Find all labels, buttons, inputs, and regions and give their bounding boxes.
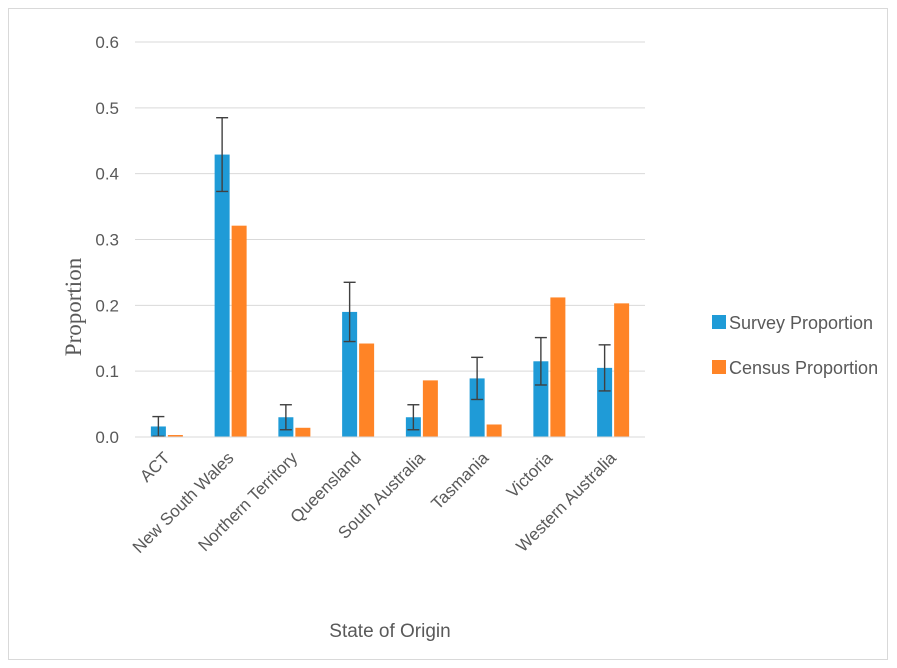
bar-census-5: [486, 424, 502, 437]
bar-survey-1: [214, 154, 230, 437]
bar-survey-7: [597, 367, 613, 437]
y-tick-label: 0.4: [95, 165, 119, 184]
chart-frame: 0.0 0.1 0.2 0.3 0.4 0.5 0.6 ACT New South Wales…: [8, 8, 888, 660]
legend-label-survey: Survey Proportion: [729, 313, 873, 333]
legend-label-census: Census Proportion: [729, 358, 878, 378]
error-bars: [152, 117, 611, 438]
legend-swatch-survey: [712, 315, 726, 329]
bar-census-6: [550, 297, 566, 437]
bars: [150, 154, 630, 437]
y-tick-label: 0.2: [95, 296, 119, 315]
y-tick-label: 0.0: [95, 428, 119, 447]
bar-survey-5: [469, 378, 485, 437]
x-tick-label: Victoria: [503, 448, 557, 502]
legend: Survey Proportion Census Proportion: [712, 313, 878, 378]
bar-census-4: [422, 380, 438, 437]
y-tick-label: 0.5: [95, 99, 119, 118]
y-axis-title: Proportion: [61, 257, 86, 356]
bar-census-0: [167, 435, 183, 437]
bar-survey-6: [533, 361, 549, 437]
x-tick-label: ACT: [136, 448, 173, 485]
x-axis-title: State of Origin: [329, 621, 450, 642]
y-tick-label: 0.1: [95, 362, 119, 381]
x-tick-label: Tasmania: [428, 448, 493, 513]
y-tick-labels: 0.0 0.1 0.2 0.3 0.4 0.5 0.6: [95, 33, 119, 447]
bar-census-7: [614, 303, 630, 437]
legend-swatch-census: [712, 360, 726, 374]
bar-census-1: [231, 225, 247, 437]
bar-census-2: [295, 427, 311, 437]
bar-census-3: [359, 343, 375, 437]
y-tick-label: 0.3: [95, 231, 119, 250]
gridlines: [135, 41, 645, 372]
bar-survey-3: [342, 311, 358, 437]
y-tick-label: 0.6: [95, 33, 119, 52]
